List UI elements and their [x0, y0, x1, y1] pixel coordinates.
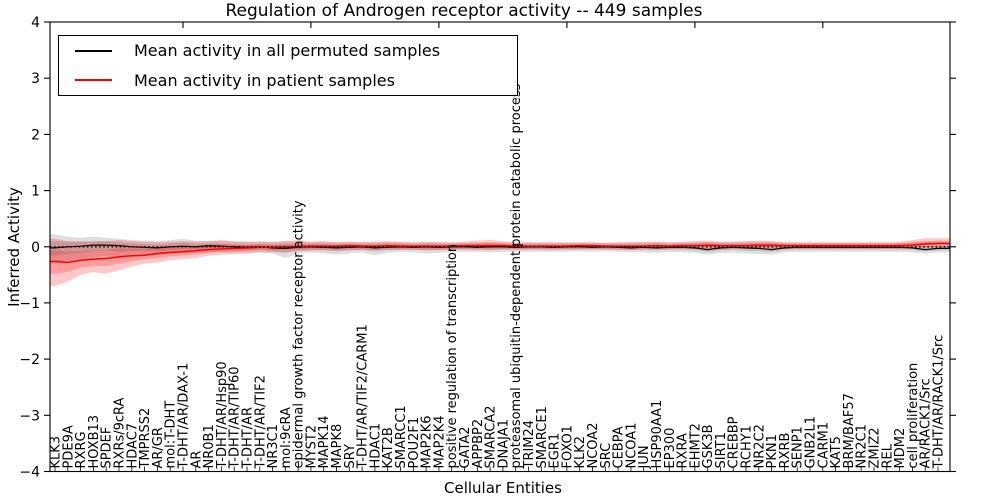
x-tick-label: mol:T-DHT	[164, 401, 179, 469]
x-tick-label: EP300	[663, 428, 678, 469]
x-tick-label: EHMT2	[688, 423, 703, 468]
x-tick-label: T-DHT/AR/TIP60	[228, 366, 243, 469]
x-tick-label: EGR1	[548, 433, 563, 469]
x-tick-label: SRC	[599, 443, 614, 469]
y-tick-label: −2	[19, 352, 40, 368]
x-tick-label: AR/GR	[151, 427, 166, 468]
legend-label-permuted: Mean activity in all permuted samples	[134, 41, 441, 61]
x-tick-label: KAT2B	[381, 427, 396, 468]
band-permuted-inner	[50, 240, 950, 256]
x-tick-label: HDAC1	[368, 423, 383, 469]
x-tick-label: SMARCA2	[484, 406, 499, 469]
patient-mean-line	[50, 242, 950, 264]
x-tick-label: RXRs/9cRA	[113, 397, 128, 468]
y-tick-label: 2	[31, 127, 40, 143]
x-tick-label: NR3C1	[266, 424, 281, 468]
x-tick-label: KLK2	[573, 436, 588, 469]
x-tick-label: T-DHT/AR/TIF2/CARM1	[356, 324, 371, 469]
y-tick-label: 1	[31, 184, 40, 200]
x-tick-label: NCOA2	[586, 423, 601, 469]
y-tick-label: −3	[19, 408, 40, 424]
x-tick-label: MYST2	[304, 425, 319, 469]
x-tick-label: TRIM24	[522, 420, 537, 470]
chart-title: Regulation of Androgen receptor activity…	[225, 1, 703, 21]
x-tick-label: KAT5	[829, 436, 844, 468]
x-axis-label: Cellular Entities	[444, 479, 562, 497]
x-tick-label: epidermal growth factor receptor activit…	[292, 200, 307, 468]
band-patient-outer	[50, 238, 950, 287]
legend-line-patient-icon	[75, 79, 112, 82]
x-tick-label: NCOA1	[624, 423, 639, 469]
x-tick-label: SENP1	[791, 426, 806, 468]
x-tick-label: HDAC7	[125, 423, 140, 469]
x-tick-label: TMPRSS2	[138, 408, 153, 470]
x-tick-label: GSK3B	[701, 424, 716, 468]
x-tick-label: MAPK8	[330, 424, 345, 469]
y-tick-label: 0	[31, 240, 40, 256]
x-tick-label: RCHY1	[740, 425, 755, 468]
x-tick-label: T-DHT/AR/TIF2	[253, 375, 268, 469]
x-tick-label: MDM2	[893, 428, 908, 469]
x-tick-label: SPDEF	[100, 427, 115, 469]
x-tick-label: ZMIZ2	[868, 427, 883, 468]
x-tick-label: CARM1	[816, 422, 831, 469]
x-tick-label: SRY	[343, 444, 358, 468]
x-tick-label: mol:9cRA	[279, 407, 294, 469]
x-tick-label: T-DHT/AR/RACK1/Src	[932, 335, 947, 470]
x-tick-label: HOXB13	[87, 415, 102, 469]
x-tick-label: AR/RACK1/Src	[919, 378, 934, 468]
x-tick-label: MAPK14	[317, 415, 332, 468]
x-tick-label: proteasomal ubiquitin-dependent protein …	[509, 83, 524, 468]
legend-line-permuted-icon	[75, 49, 112, 52]
x-tick-label: JUN	[637, 445, 652, 469]
x-tick-label: AR	[189, 451, 204, 469]
x-tick-label: PKN1	[765, 434, 780, 468]
x-tick-label: CREBBP	[727, 416, 742, 468]
x-tick-label: SMARCC1	[394, 405, 409, 468]
x-tick-label: SMARCE1	[535, 406, 550, 468]
x-tick-label: POU2F1	[407, 417, 422, 469]
x-tick-label: MAP2K6	[420, 415, 435, 468]
x-tick-label: APPBP2	[471, 419, 486, 469]
x-tick-label: NR2C1	[855, 424, 870, 468]
x-tick-label: T-DHT/AR	[241, 407, 256, 469]
x-tick-label: DNAJA1	[496, 419, 511, 468]
x-tick-label: GNB2L1	[804, 416, 819, 469]
x-tick-label: RXRG	[74, 431, 89, 468]
legend-entry-permuted: Mean activity in all permuted samples	[59, 36, 517, 65]
y-tick-label: −4	[19, 465, 40, 481]
y-tick-label: 3	[31, 71, 40, 87]
band-permuted-outer	[50, 234, 950, 264]
band-patient-inner	[50, 240, 950, 274]
x-tick-label: cell proliferation	[906, 363, 921, 469]
x-tick-label: NR0B1	[202, 424, 217, 468]
x-tick-label: T-DHT/AR/DAX-1	[177, 363, 192, 470]
x-tick-label: REL	[880, 443, 895, 468]
x-tick-label: HSP90AA1	[650, 400, 665, 469]
x-tick-label: positive regulation of transcription	[445, 244, 460, 469]
x-tick-label: PDE9A	[61, 425, 76, 468]
x-tick-label: NR2C2	[752, 424, 767, 468]
x-tick-label: KLK3	[49, 436, 64, 469]
x-tick-label: FOXO1	[560, 425, 575, 468]
x-tick-label: GATA2	[458, 426, 473, 468]
x-tick-label: T-DHT/AR/Hsp90	[215, 361, 230, 469]
legend-label-patient: Mean activity in patient samples	[134, 70, 395, 90]
x-tick-label: BRM/BAF57	[842, 393, 857, 468]
legend: Mean activity in all permuted samples Me…	[58, 35, 518, 96]
y-tick-label: 4	[31, 15, 40, 31]
legend-entry-patient: Mean activity in patient samples	[59, 66, 517, 95]
x-tick-label: MAP2K4	[432, 415, 447, 468]
x-tick-label: RXRB	[778, 433, 793, 469]
x-tick-label: SIRT1	[714, 432, 729, 468]
x-tick-label: RXRA	[676, 433, 691, 468]
x-tick-label: CEBPA	[612, 426, 627, 468]
y-tick-label: −1	[19, 296, 40, 312]
